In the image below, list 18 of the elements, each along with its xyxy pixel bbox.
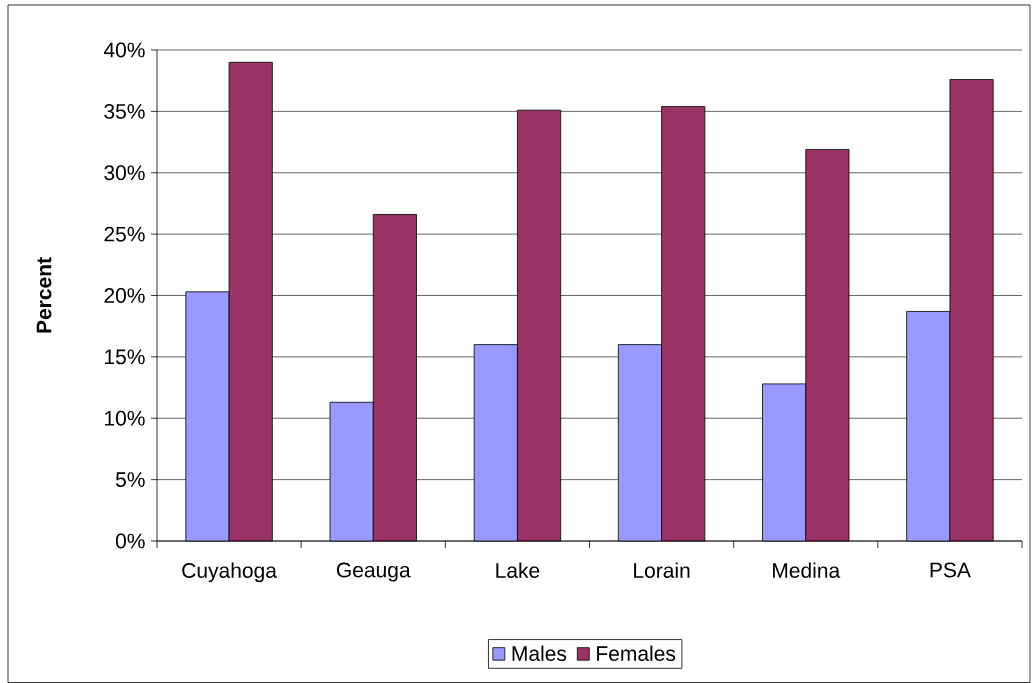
x-tick-label: Lorain bbox=[634, 562, 690, 578]
y-tick-label: 0% bbox=[115, 533, 145, 549]
y-tick-label: 30% bbox=[104, 165, 145, 181]
x-tick-label: PSA bbox=[930, 562, 971, 578]
y-tick-label: 25% bbox=[104, 226, 145, 242]
y-tick-label: 40% bbox=[103, 42, 145, 58]
y-tick-label: 15% bbox=[105, 349, 145, 365]
y-tick-label: 35% bbox=[104, 103, 145, 119]
y-tick-label: 10% bbox=[105, 410, 145, 426]
legend-label: Males bbox=[512, 645, 567, 661]
y-tick-label: 5% bbox=[115, 472, 145, 488]
legend-label: Females bbox=[597, 645, 676, 661]
x-tick-label: Lake bbox=[496, 562, 540, 578]
y-axis-title: Percent bbox=[36, 257, 52, 333]
y-tick-label: 20% bbox=[104, 288, 145, 303]
x-tick-label: Medina bbox=[773, 562, 841, 578]
x-tick-label: Cuyahoga bbox=[182, 562, 277, 583]
x-tick-label: Geauga bbox=[336, 562, 411, 582]
